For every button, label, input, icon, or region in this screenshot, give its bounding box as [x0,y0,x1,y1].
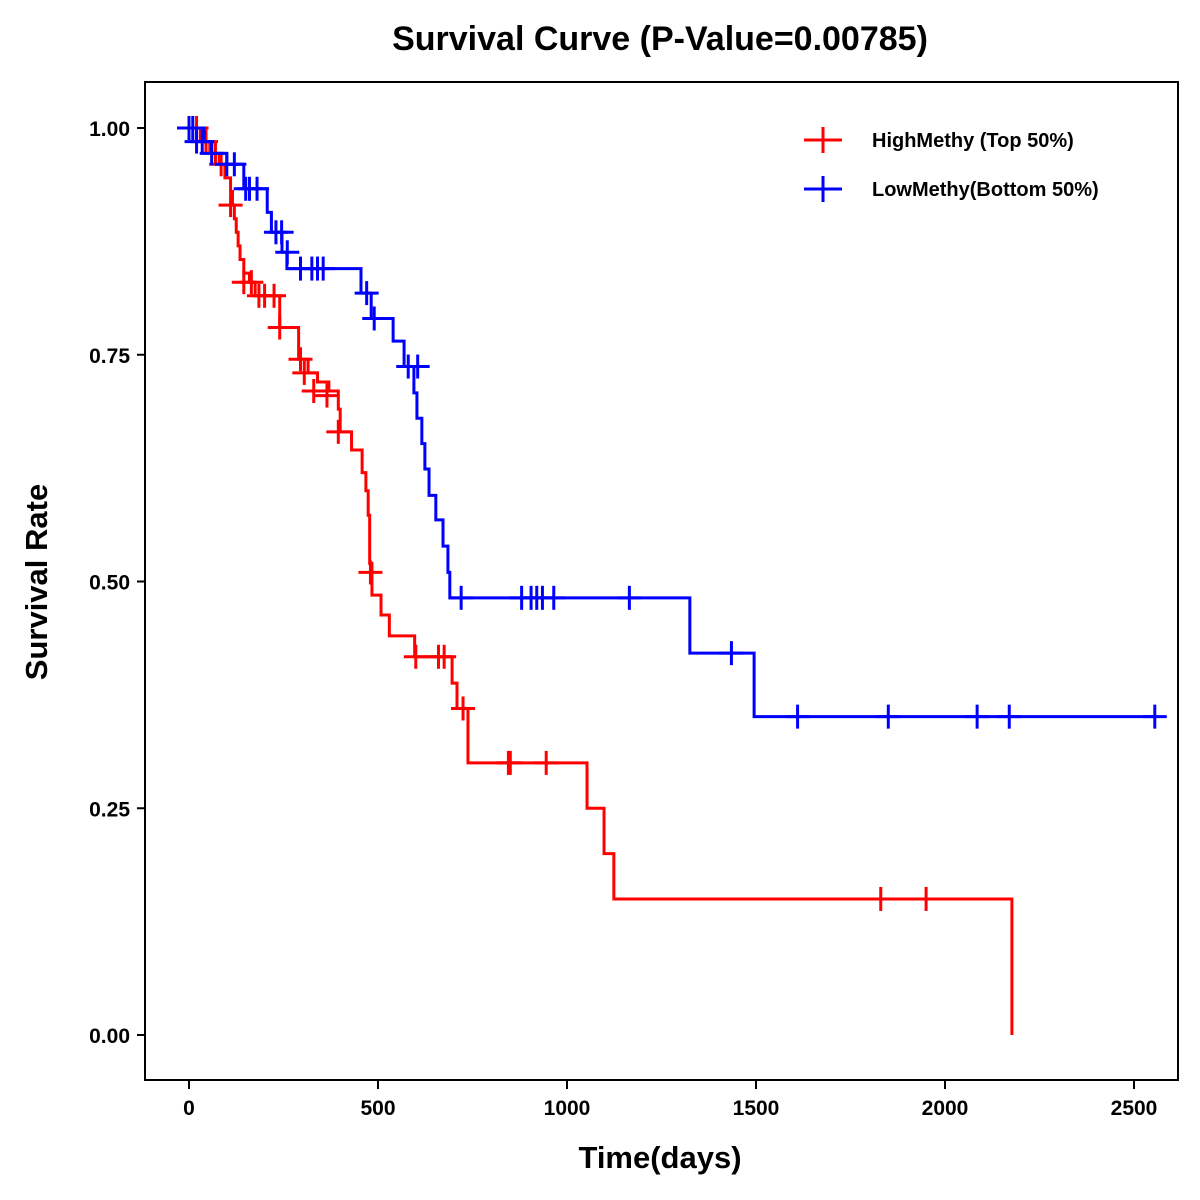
x-tick-label: 500 [360,1097,395,1120]
y-axis-label: Survival Rate [19,484,54,680]
legend: HighMethy (Top 50%) LowMethy(Bottom 50%) [804,127,1099,202]
legend-label-high: HighMethy (Top 50%) [872,130,1074,152]
km-curve [189,126,1157,719]
y-tick-label: 0.25 [89,798,130,821]
plot-frame [144,81,1179,1081]
y-tick-label: 0.00 [89,1025,130,1048]
y-tick-label: 0.75 [89,345,130,368]
x-tick-label: 1500 [733,1097,780,1120]
legend-item-high: HighMethy (Top 50%) [804,127,1074,153]
y-axis: 0.00 0.25 0.50 0.75 1.00 [89,118,145,1048]
x-axis-label: Time(days) [578,1140,741,1175]
series-layer [177,116,1167,1035]
legend-item-low: LowMethy(Bottom 50%) [804,176,1099,202]
y-tick-label: 1.00 [89,118,130,141]
legend-label-low: LowMethy(Bottom 50%) [872,179,1099,201]
x-tick-label: 0 [183,1097,195,1120]
x-axis: 0 500 1000 1500 2000 2500 [183,1080,1157,1120]
series-low-methy [177,116,1167,729]
chart-title: Survival Curve (P-Value=0.00785) [392,20,928,58]
y-tick-label: 0.50 [89,572,130,595]
x-tick-label: 1000 [544,1097,591,1120]
x-tick-label: 2000 [922,1097,969,1120]
x-tick-label: 2500 [1111,1097,1158,1120]
series-high-methy [184,116,1014,1035]
